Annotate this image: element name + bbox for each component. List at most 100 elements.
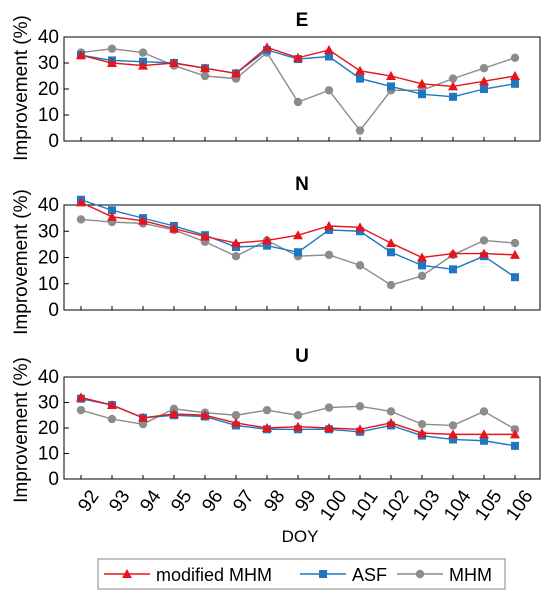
- y-tick-label: 10: [38, 444, 59, 465]
- x-tick-label: 97: [229, 487, 258, 516]
- data-point: [355, 424, 365, 434]
- series-mhm: [76, 402, 520, 434]
- data-point: [448, 74, 458, 83]
- data-point: [169, 404, 179, 414]
- data-point: [107, 58, 117, 67]
- data-point: [448, 248, 458, 258]
- data-point: [387, 82, 395, 91]
- legend-label: ASF: [352, 565, 387, 585]
- data-point: [324, 45, 334, 54]
- panel-u: U 0 10 20 30 40: [38, 346, 541, 490]
- data-point: [200, 231, 210, 241]
- plot-frame: [63, 36, 541, 142]
- x-tick-label: 93: [105, 487, 134, 516]
- y-tick-label: 30: [38, 53, 59, 74]
- legend-marker: [122, 569, 132, 578]
- y-tick-label: 10: [38, 105, 59, 126]
- legend-item: ASF: [300, 565, 387, 585]
- x-tick-label: 94: [136, 486, 166, 516]
- data-point: [200, 63, 210, 73]
- data-point: [479, 248, 489, 258]
- data-point: [479, 429, 489, 439]
- x-tick-label: 100: [316, 487, 351, 525]
- plot-frame: [63, 204, 541, 311]
- data-point: [293, 421, 303, 431]
- data-point: [479, 407, 489, 416]
- data-point: [138, 419, 148, 429]
- data-point: [510, 238, 520, 248]
- y-tick-label: 30: [38, 393, 59, 414]
- data-point: [107, 414, 117, 424]
- legend-marker: [319, 570, 327, 578]
- data-point: [231, 411, 241, 420]
- data-point: [324, 86, 334, 95]
- data-point: [386, 238, 396, 248]
- data-point: [480, 436, 488, 445]
- data-point: [386, 417, 396, 427]
- data-point: [387, 248, 395, 257]
- x-tick-label: 98: [260, 487, 289, 516]
- data-point: [138, 48, 148, 57]
- data-point: [107, 44, 117, 53]
- chart-panels: E 0 10 20 30 40 N 0 10 20 30 40 U 0 10 20 30 40: [38, 10, 541, 490]
- x-tick-label: 102: [378, 487, 413, 525]
- data-point: [355, 402, 365, 411]
- data-point: [76, 405, 86, 415]
- panel-title: U: [295, 346, 309, 367]
- data-point: [449, 265, 457, 274]
- data-point: [324, 250, 334, 260]
- data-point: [479, 236, 489, 245]
- data-point: [231, 251, 241, 261]
- data-point: [480, 85, 488, 93]
- data-point: [510, 425, 520, 434]
- series-modified-mhm: [76, 197, 520, 262]
- y-tick-label: 20: [38, 79, 59, 100]
- data-point: [293, 52, 303, 62]
- x-tick-label: 104: [440, 486, 476, 524]
- data-point: [417, 271, 427, 281]
- data-point: [355, 261, 365, 270]
- data-point: [262, 42, 272, 52]
- y-tick-label: 0: [48, 469, 59, 490]
- data-point: [325, 52, 333, 61]
- y-tick-label: 10: [38, 274, 59, 295]
- data-point: [107, 211, 117, 221]
- data-point: [448, 421, 458, 430]
- y-tick-label: 0: [48, 131, 59, 152]
- data-point: [138, 215, 148, 225]
- y-tick-label: 40: [38, 367, 59, 388]
- data-point: [231, 68, 241, 78]
- data-point: [418, 90, 426, 99]
- data-point: [511, 441, 519, 450]
- data-point: [511, 79, 519, 88]
- x-tick-label: 101: [347, 487, 382, 525]
- y-axis-label: Improvement (%): [11, 357, 32, 503]
- data-point: [293, 230, 303, 240]
- y-tick-label: 30: [38, 221, 59, 242]
- data-point: [138, 412, 148, 422]
- x-tick-label: 92: [74, 487, 103, 516]
- data-point: [324, 221, 334, 230]
- data-point: [355, 126, 365, 135]
- data-point: [417, 78, 427, 88]
- data-point: [293, 411, 303, 420]
- data-point: [324, 423, 334, 432]
- legend: modified MHM ASF MHM: [97, 558, 506, 590]
- y-tick-label: 0: [48, 300, 59, 321]
- x-tick-label: 96: [198, 487, 227, 516]
- data-point: [293, 97, 303, 107]
- x-axis-label: DOY: [282, 527, 319, 546]
- data-point: [386, 407, 396, 416]
- data-point: [294, 248, 302, 257]
- data-point: [262, 235, 272, 245]
- data-point: [169, 223, 179, 233]
- series-modified-mhm: [76, 392, 520, 439]
- data-point: [448, 429, 458, 439]
- data-point: [355, 222, 365, 232]
- data-point: [169, 58, 179, 67]
- data-point: [417, 419, 427, 429]
- y-tick-label: 40: [38, 195, 59, 216]
- y-axis-label: Improvement (%): [11, 15, 32, 161]
- data-point: [76, 215, 86, 224]
